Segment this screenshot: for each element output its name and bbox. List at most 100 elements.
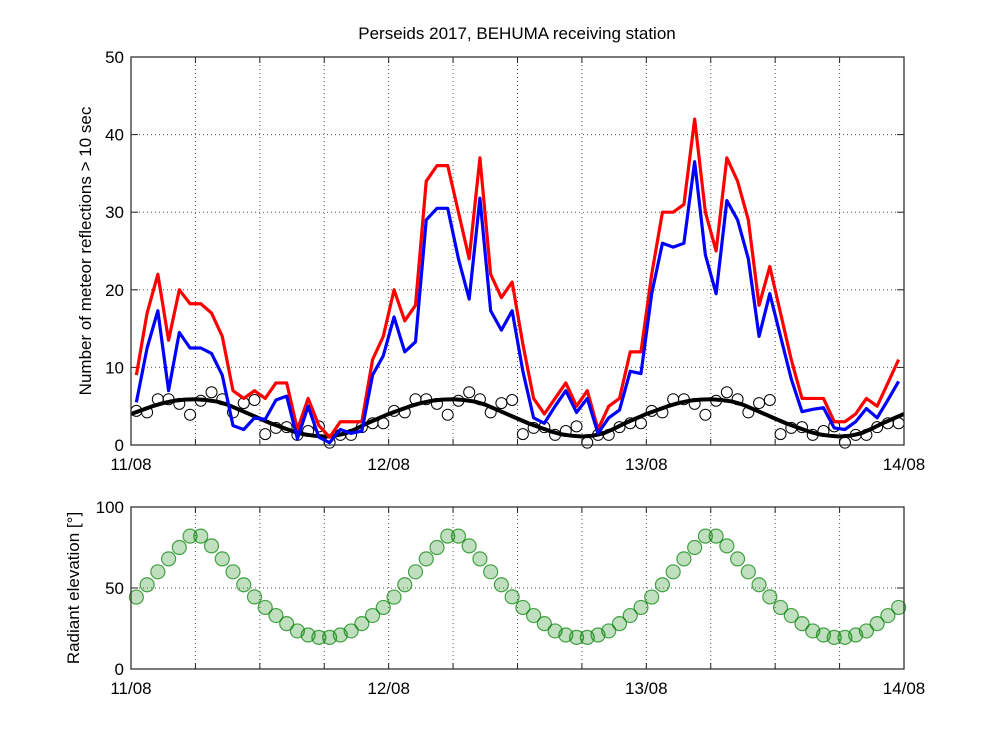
top-plot: 0 10 20 30 40 50 11/08 12/08 13/08 14/08 — [105, 48, 925, 474]
chart-title: Perseids 2017, BEHUMA receiving station — [358, 24, 676, 43]
elevation-marker — [472, 551, 488, 567]
elevation-marker — [160, 551, 177, 567]
elevation-marker — [601, 623, 617, 639]
top-axes-box — [130, 56, 905, 446]
elevation-marker — [740, 564, 756, 580]
elevation-marker — [536, 616, 552, 632]
count-marker — [248, 393, 261, 406]
count-marker — [516, 428, 529, 441]
count-marker — [205, 386, 218, 399]
elevation-marker — [611, 616, 628, 632]
count-marker — [463, 386, 476, 399]
elevation-marker — [493, 577, 509, 593]
elevation-marker — [246, 589, 263, 605]
elevation-marker — [697, 528, 713, 544]
bottom-y-tick-label: 100 — [96, 498, 124, 517]
elevation-marker — [139, 577, 155, 593]
elevation-marker — [633, 599, 649, 616]
count-marker — [753, 397, 766, 410]
elevation-marker — [880, 607, 896, 624]
elevation-marker — [568, 629, 585, 646]
elevation-marker — [772, 599, 789, 616]
top-x-tick-label: 11/08 — [110, 455, 151, 474]
elevation-marker — [644, 589, 660, 605]
blue-series-line — [134, 160, 901, 445]
count-marker — [184, 408, 197, 421]
bottom-y-tick-label: 0 — [115, 660, 124, 679]
elevation-marker — [407, 564, 424, 580]
elevation-marker — [440, 528, 456, 544]
elevation-marker — [128, 589, 144, 605]
bottom-y-tick-label: 50 — [105, 579, 124, 598]
elevation-marker — [461, 538, 477, 554]
elevation-marker — [676, 551, 692, 567]
elevation-marker — [891, 599, 907, 616]
elevation-marker — [504, 589, 520, 605]
elevation-marker — [869, 616, 885, 632]
elevation-marker — [375, 599, 391, 616]
elevation-marker — [526, 607, 542, 624]
top-y-tick-label: 50 — [105, 48, 124, 67]
bottom-x-tick-label: 12/08 — [367, 679, 410, 698]
count-marker — [699, 408, 712, 421]
elevation-marker — [364, 607, 381, 624]
elevation-marker — [665, 564, 681, 580]
count-marker — [763, 393, 776, 406]
count-marker — [495, 397, 508, 410]
top-x-tick-label: 13/08 — [625, 455, 668, 474]
count-marker — [506, 393, 519, 406]
elevation-marker — [343, 623, 359, 639]
elevation-marker — [171, 539, 187, 556]
elevation-marker — [203, 538, 220, 554]
elevation-marker — [268, 607, 284, 624]
elevation-marker — [729, 551, 746, 567]
elevation-marker — [783, 607, 799, 624]
count-marker — [720, 386, 733, 399]
elevation-marker — [858, 623, 875, 639]
elevation-marker — [515, 599, 531, 616]
bottom-axes-box — [130, 506, 905, 670]
top-y-tick-label: 10 — [105, 358, 124, 377]
bottom-x-tick-label: 14/08 — [883, 679, 926, 698]
elevation-marker — [225, 564, 241, 580]
count-marker — [774, 428, 787, 441]
elevation-marker — [386, 589, 402, 605]
elevation-marker — [622, 607, 638, 624]
elevation-marker — [687, 539, 703, 556]
bottom-y-axis-label: Radiant elevation [°] — [64, 512, 83, 664]
elevation-marker — [182, 528, 198, 544]
elevation-marker — [708, 528, 724, 544]
top-y-tick-label: 20 — [105, 281, 124, 300]
count-marker — [570, 420, 583, 433]
elevation-marker — [794, 616, 810, 632]
elevation-marker — [654, 577, 671, 593]
count-marker — [441, 408, 454, 421]
elevation-marker — [826, 629, 842, 646]
top-y-axis-label: Number of meteor reflections > 10 sec — [76, 106, 95, 395]
elevation-marker — [214, 551, 230, 567]
count-marker — [838, 436, 851, 449]
elevation-marker — [762, 589, 778, 605]
elevation-marker — [311, 629, 327, 646]
bottom-x-tick-label: 11/08 — [110, 679, 151, 698]
elevation-marker — [751, 577, 767, 593]
bottom-x-tick-label: 13/08 — [625, 679, 668, 698]
elevation-marker — [236, 577, 252, 593]
top-y-tick-label: 30 — [105, 203, 124, 222]
elevation-marker — [429, 539, 445, 556]
elevation-marker — [150, 564, 166, 580]
top-x-tick-label: 14/08 — [883, 455, 926, 474]
fit-curve-line — [130, 397, 905, 439]
elevation-marker — [719, 538, 735, 554]
elevation-marker — [193, 528, 209, 544]
count-marker — [581, 436, 594, 449]
elevation-marker — [397, 577, 413, 593]
count-marker — [259, 428, 272, 441]
bottom-plot: 0 50 100 11/08 12/08 13/08 14/08 — [96, 498, 926, 698]
elevation-marker — [450, 528, 467, 544]
top-x-tick-label: 12/08 — [367, 455, 410, 474]
elevation-marker — [279, 616, 295, 632]
top-y-tick-label: 0 — [115, 436, 124, 455]
count-marker — [312, 420, 325, 433]
